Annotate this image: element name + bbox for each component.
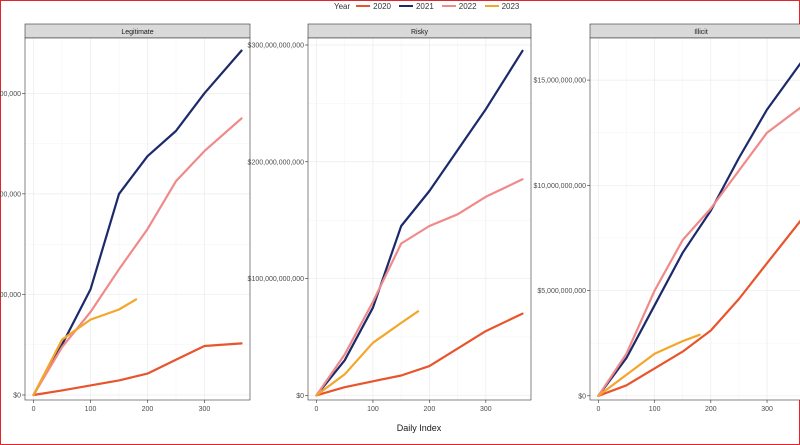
legend-item-2021: 2021 [398,1,434,11]
legend-label-2020: 2020 [373,1,391,11]
y-tick-label: $200,000,000,000 [248,159,305,166]
legend-swatch-2022 [441,5,456,7]
y-tick-label: $0 [13,392,21,399]
x-tick-label: 0 [32,406,36,413]
x-tick-label: 100 [85,406,97,413]
x-tick-label: 300 [199,406,211,413]
y-tick-label: $15,000,000,000 [533,78,586,85]
y-tick-label: $0 [296,393,304,400]
panel-illicit: Illicit 0 100 200 300 $0 $5,000,000,000 $10,000… [533,23,800,413]
y-tick-label: $10,000,000,000 [533,183,586,190]
series-line-2020 [315,312,524,397]
series-line-2022 [32,117,243,397]
legend-swatch-2021 [398,5,413,7]
y-tick-label: $100,000,000,000 [248,276,305,283]
series-line-2020 [32,342,243,397]
series-line-2023 [597,333,701,397]
legend-label-2021: 2021 [415,1,434,11]
x-tick-label: 200 [142,406,154,413]
series-line-2022 [315,178,524,397]
legend-item-2022: 2022 [441,1,477,11]
legend-item-2020: 2020 [356,2,391,11]
panel-border [307,37,532,401]
x-axis-title: Daily Index [397,423,442,433]
x-tick-label: 200 [424,406,436,413]
y-tick-label: $0 [578,393,586,400]
x-tick-label: 200 [705,406,717,413]
x-tick-label: 300 [480,406,492,413]
panel-border [589,37,800,401]
x-tick-label: 100 [367,406,379,413]
legend: Year 2020 2021 2022 2023 [334,0,527,12]
x-tick-label: 100 [649,406,661,413]
panel-risky: Risky 0 100 200 300 $0 $100,000,000,000 $200,00… [248,23,532,413]
panel-title: Legitimate [121,29,153,36]
series-line-2021 [597,62,800,397]
y-tick-label: $300,000,000,000 [248,43,305,50]
panel-border [24,37,251,401]
x-tick-label: 0 [596,406,600,413]
series-line-2023 [315,310,420,397]
legend-title: Year [334,1,351,11]
series-line-2021 [315,49,524,397]
panel-background [590,38,800,400]
panel-title: Risky [411,29,429,36]
y-tick-label: $5,000,000,000 [537,288,586,295]
x-tick-label: 0 [315,406,319,413]
series-line-2022 [597,106,800,397]
legend-swatch-2020 [356,5,371,7]
x-tick-label: 300 [761,406,773,413]
legend-label-2022: 2022 [458,1,477,11]
y-tick-label: $400,000,000 [0,292,21,299]
legend-label-2023: 2023 [501,1,520,11]
panel-legitimate: Legitimate 0 100 200 300 $0 $400,000,000 $800,0… [0,23,251,413]
legend-item-2023: 2023 [484,1,520,11]
series-line-2023 [32,298,138,397]
series-line-2020 [597,219,800,397]
legend-swatch-2023 [484,5,499,7]
y-tick-label: $1,200,000,000 [0,91,21,98]
y-tick-label: $800,000,000 [0,191,21,198]
panel-title: Illicit [694,29,708,36]
